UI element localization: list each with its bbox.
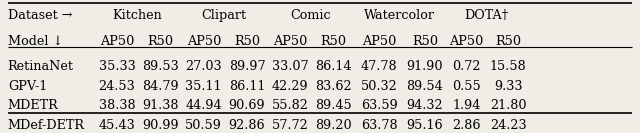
- Text: 94.32: 94.32: [406, 99, 443, 112]
- Text: AP50: AP50: [449, 35, 484, 48]
- Text: RetinaNet: RetinaNet: [8, 60, 74, 73]
- Text: 63.78: 63.78: [361, 119, 397, 132]
- Text: 86.11: 86.11: [229, 80, 265, 93]
- Text: 33.07: 33.07: [272, 60, 308, 73]
- Text: R50: R50: [234, 35, 260, 48]
- Text: Clipart: Clipart: [201, 9, 246, 22]
- Text: 38.38: 38.38: [99, 99, 135, 112]
- Text: 63.59: 63.59: [361, 99, 397, 112]
- Text: 91.38: 91.38: [142, 99, 179, 112]
- Text: 86.14: 86.14: [316, 60, 352, 73]
- Text: 57.72: 57.72: [272, 119, 308, 132]
- Text: 9.33: 9.33: [494, 80, 522, 93]
- Text: Kitchen: Kitchen: [112, 9, 162, 22]
- Text: GPV-1: GPV-1: [8, 80, 47, 93]
- Text: 27.03: 27.03: [186, 60, 222, 73]
- Text: 2.86: 2.86: [452, 119, 481, 132]
- Text: 0.55: 0.55: [452, 80, 481, 93]
- Text: MDETR: MDETR: [8, 99, 58, 112]
- Text: 35.11: 35.11: [186, 80, 222, 93]
- Text: Dataset →: Dataset →: [8, 9, 72, 22]
- Text: 90.99: 90.99: [142, 119, 179, 132]
- Text: 21.80: 21.80: [490, 99, 527, 112]
- Text: R50: R50: [321, 35, 347, 48]
- Text: R50: R50: [147, 35, 173, 48]
- Text: 89.53: 89.53: [142, 60, 179, 73]
- Text: 15.58: 15.58: [490, 60, 527, 73]
- Text: 35.33: 35.33: [99, 60, 136, 73]
- Text: 84.79: 84.79: [142, 80, 179, 93]
- Text: 0.72: 0.72: [452, 60, 481, 73]
- Text: DOTA†: DOTA†: [465, 9, 509, 22]
- Text: 24.23: 24.23: [490, 119, 527, 132]
- Text: AP50: AP50: [362, 35, 396, 48]
- Text: R50: R50: [495, 35, 522, 48]
- Text: 55.82: 55.82: [272, 99, 309, 112]
- Text: AP50: AP50: [273, 35, 307, 48]
- Text: 42.29: 42.29: [272, 80, 308, 93]
- Text: 89.45: 89.45: [316, 99, 352, 112]
- Text: 83.62: 83.62: [316, 80, 352, 93]
- Text: 92.86: 92.86: [228, 119, 266, 132]
- Text: 1.94: 1.94: [452, 99, 481, 112]
- Text: 45.43: 45.43: [99, 119, 136, 132]
- Text: MDef-DETR: MDef-DETR: [8, 119, 84, 132]
- Text: 50.32: 50.32: [361, 80, 397, 93]
- Text: Watercolor: Watercolor: [364, 9, 435, 22]
- Text: 24.53: 24.53: [99, 80, 136, 93]
- Text: AP50: AP50: [187, 35, 221, 48]
- Text: 95.16: 95.16: [406, 119, 443, 132]
- Text: 47.78: 47.78: [361, 60, 397, 73]
- Text: 91.90: 91.90: [406, 60, 443, 73]
- Text: 89.20: 89.20: [316, 119, 352, 132]
- Text: 50.59: 50.59: [185, 119, 222, 132]
- Text: Model ↓: Model ↓: [8, 35, 63, 48]
- Text: Comic: Comic: [290, 9, 331, 22]
- Text: 90.69: 90.69: [228, 99, 266, 112]
- Text: 89.54: 89.54: [406, 80, 443, 93]
- Text: 89.97: 89.97: [228, 60, 266, 73]
- Text: 44.94: 44.94: [186, 99, 222, 112]
- Text: R50: R50: [412, 35, 438, 48]
- Text: AP50: AP50: [100, 35, 134, 48]
